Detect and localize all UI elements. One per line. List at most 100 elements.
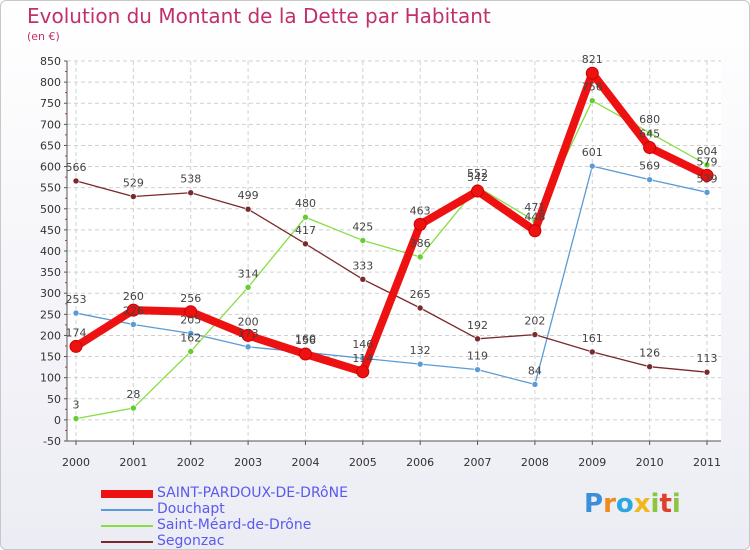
brand-letter: x	[633, 489, 651, 519]
data-label: 84	[528, 364, 542, 377]
data-label: 265	[410, 288, 431, 301]
y-tick-label: 850	[40, 55, 61, 68]
series-point	[703, 161, 711, 169]
legend-swatch	[101, 541, 153, 543]
x-tick-label: 2005	[349, 456, 377, 469]
brand-letter: P	[584, 489, 604, 519]
data-label: 471	[524, 201, 545, 214]
x-tick-label: 2001	[119, 456, 147, 469]
series-point	[700, 168, 714, 182]
data-label: 756	[582, 81, 603, 94]
series-point	[531, 331, 539, 338]
data-label: 645	[639, 128, 660, 141]
brand-logo: Proxiti	[584, 489, 681, 519]
y-tick-label: 600	[40, 161, 61, 174]
legend-item: Douchapt	[101, 501, 441, 518]
data-label: 119	[467, 350, 488, 363]
series-point	[130, 404, 137, 412]
legend-item: Segonzac	[101, 533, 441, 549]
y-tick-label: 750	[40, 97, 61, 110]
series-point	[244, 284, 252, 291]
data-label: 161	[582, 332, 603, 345]
data-label: 539	[697, 172, 718, 185]
data-label: 680	[639, 113, 660, 126]
y-tick-label: 250	[40, 308, 61, 321]
data-label: 256	[180, 292, 201, 305]
legend-label: Douchapt	[157, 501, 225, 517]
data-label: 28	[126, 388, 140, 401]
series-point	[471, 184, 485, 198]
data-label: 226	[123, 304, 144, 317]
data-label: 162	[180, 331, 201, 344]
series-point	[184, 305, 198, 319]
data-label: 821	[582, 53, 603, 66]
x-tick-label: 2007	[464, 456, 492, 469]
x-tick-label: 2002	[177, 456, 205, 469]
data-label: 566	[66, 161, 87, 174]
x-tick-label: 2008	[521, 456, 549, 469]
series-line	[75, 165, 708, 386]
y-tick-label: 550	[40, 182, 61, 195]
data-label: 333	[352, 259, 373, 272]
legend-label: Saint-Méard-de-Drône	[157, 517, 312, 533]
y-tick-label: 500	[40, 203, 61, 216]
series-point	[356, 365, 370, 379]
brand-letter: i	[650, 489, 660, 519]
series-point	[302, 240, 309, 248]
y-tick-label: 100	[40, 372, 61, 385]
data-label: 417	[295, 224, 316, 237]
series-point	[187, 348, 195, 355]
legend-item: SAINT-PARDOUX-DE-DRôNE	[101, 485, 441, 502]
legend-label: Segonzac	[157, 533, 225, 549]
data-label: 132	[410, 344, 431, 357]
x-tick-label: 2004	[291, 456, 319, 469]
series-point	[531, 381, 539, 388]
x-tick-label: 2003	[234, 456, 262, 469]
series-point	[528, 224, 542, 238]
data-label: 499	[238, 189, 259, 202]
data-label: 425	[352, 220, 373, 233]
brand-letter: i	[671, 489, 681, 519]
data-label: 114	[352, 352, 373, 365]
x-tick-label: 2006	[406, 456, 434, 469]
data-label: 386	[410, 237, 431, 250]
legend-swatch	[101, 525, 153, 527]
data-label: 260	[123, 290, 144, 303]
brand-letter: r	[603, 489, 616, 519]
y-tick-label: 150	[40, 351, 61, 364]
series-point	[130, 193, 137, 200]
data-label: 529	[123, 177, 144, 190]
x-tick-label: 2011	[693, 456, 721, 469]
series-point	[416, 253, 424, 261]
series-point	[703, 189, 711, 196]
data-label: 253	[66, 293, 87, 306]
series-point	[126, 303, 140, 317]
series-point	[703, 368, 711, 376]
series-point	[643, 141, 657, 155]
data-label: 192	[467, 319, 488, 332]
y-tick-label: 800	[40, 76, 61, 89]
y-tick-label: 700	[40, 118, 61, 131]
series-point	[244, 205, 252, 213]
y-tick-label: 50	[47, 393, 61, 406]
series-point	[72, 177, 80, 185]
series-point	[416, 360, 424, 368]
data-label: 156	[295, 334, 316, 347]
series-point	[130, 321, 137, 328]
data-label: 3	[73, 399, 80, 412]
series-point	[298, 347, 312, 361]
series-point	[646, 363, 653, 370]
legend-swatch	[101, 490, 153, 498]
series-point	[72, 309, 80, 317]
data-label: 173	[238, 327, 259, 340]
data-label: 160	[295, 332, 316, 345]
y-tick-label: 350	[40, 266, 61, 279]
chart-unit: (en €)	[27, 30, 60, 43]
chart-title: Evolution du Montant de la Dette par Hab…	[27, 4, 491, 28]
y-tick-label: 300	[40, 287, 61, 300]
series-point	[588, 348, 596, 356]
series-point	[474, 366, 481, 373]
series-point	[359, 237, 367, 244]
series-line	[72, 69, 711, 376]
